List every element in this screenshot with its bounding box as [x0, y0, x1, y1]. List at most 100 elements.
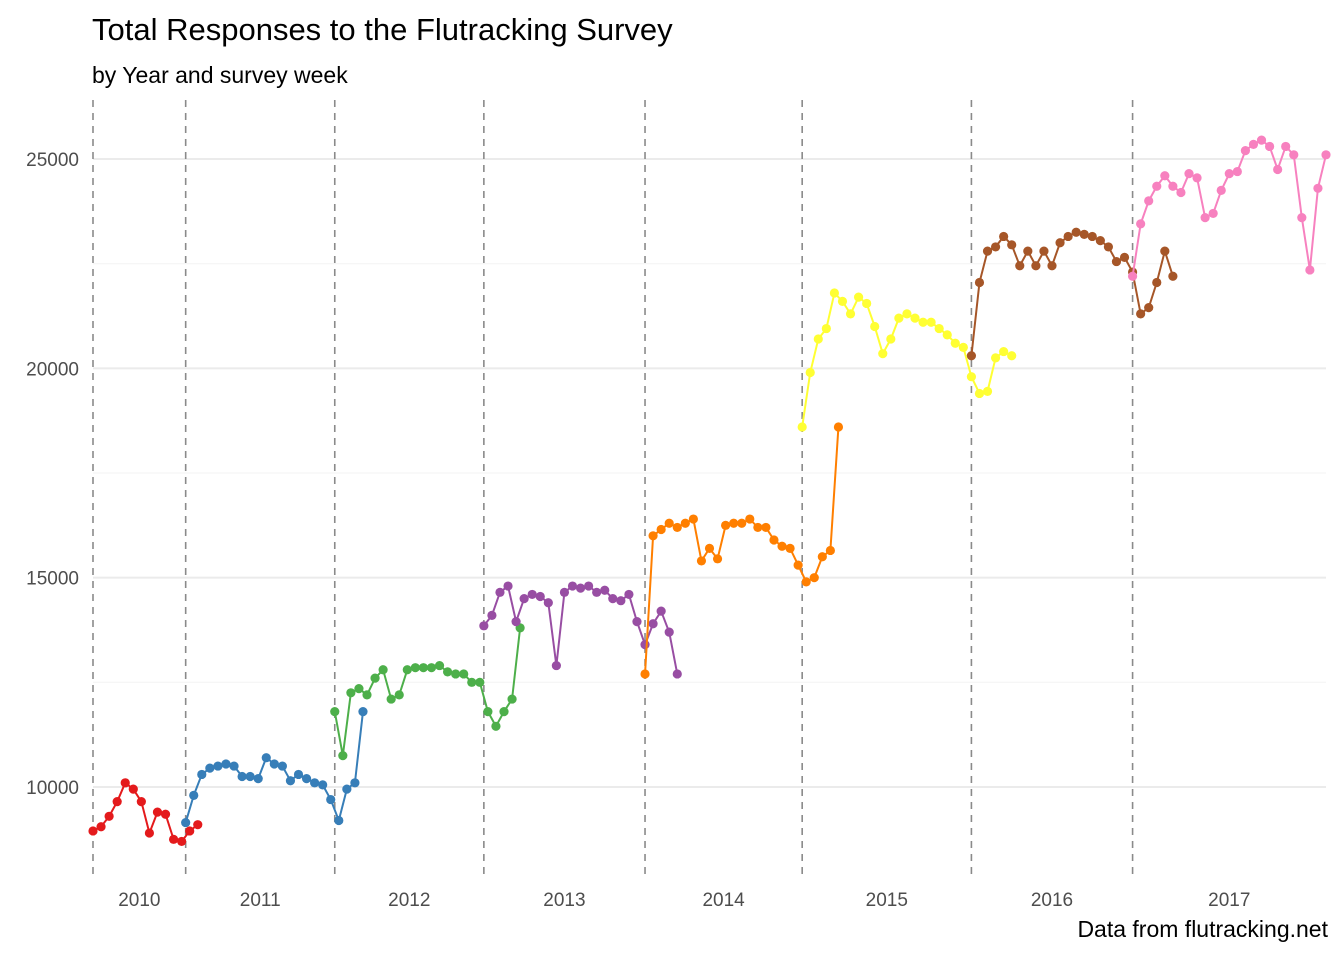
data-point [342, 784, 352, 794]
data-point [559, 587, 570, 597]
data-point [511, 617, 521, 627]
data-point [350, 778, 360, 788]
data-point [358, 707, 368, 717]
data-point [862, 298, 872, 309]
data-point [825, 545, 835, 556]
data-point [253, 774, 263, 784]
data-point [467, 677, 477, 687]
data-point [261, 753, 271, 763]
data-point [1184, 169, 1194, 179]
x-tick-label: 2017 [1208, 890, 1250, 911]
data-point [213, 761, 223, 771]
data-point [301, 774, 312, 784]
data-point [168, 834, 179, 844]
data-point [346, 688, 356, 698]
data-point [712, 554, 723, 564]
data-point [479, 621, 489, 631]
data-point [845, 309, 856, 319]
data-point [769, 535, 779, 545]
data-point [966, 351, 977, 361]
data-point [152, 807, 163, 817]
data-point [1152, 181, 1162, 191]
data-point [966, 372, 977, 382]
data-point [761, 522, 771, 533]
data-point [837, 296, 848, 306]
data-point [362, 690, 372, 700]
data-point [551, 660, 561, 671]
data-point [1216, 185, 1226, 195]
data-point [1127, 271, 1138, 281]
series-line [333, 627, 522, 756]
data-point [451, 669, 461, 679]
x-tick-label: 2012 [388, 890, 430, 911]
x-tick-label: 2015 [866, 890, 908, 911]
data-point [696, 556, 707, 566]
data-point [1192, 173, 1202, 183]
data-point [269, 759, 279, 769]
data-point [688, 514, 698, 524]
data-point [1039, 246, 1049, 256]
data-point [185, 826, 195, 836]
data-point [177, 836, 187, 847]
data-point [721, 520, 731, 530]
data-point [853, 292, 864, 302]
data-point [189, 790, 199, 800]
data-point [193, 820, 203, 830]
data-point [805, 367, 815, 378]
data-point [88, 826, 98, 836]
data-point [1160, 246, 1170, 256]
data-point [128, 784, 138, 794]
y-axis-ticks: 10000 15000 20000 25000 [26, 150, 79, 799]
data-point [1079, 229, 1089, 239]
data-point [656, 524, 666, 535]
series-line [970, 231, 1174, 356]
data-point [330, 707, 340, 717]
data-point [664, 627, 674, 637]
data-point [221, 759, 231, 769]
data-point [584, 581, 594, 591]
series-2016 [966, 227, 1178, 361]
data-point [648, 531, 658, 541]
data-point [205, 763, 215, 773]
data-point [1047, 261, 1057, 271]
data-point [527, 589, 537, 600]
data-point [1168, 271, 1178, 281]
data-point [310, 778, 320, 788]
data-point [999, 346, 1009, 357]
data-point [777, 541, 787, 551]
data-point [942, 330, 952, 340]
data-point [624, 589, 634, 600]
data-point [535, 591, 545, 602]
data-point [990, 353, 1001, 363]
chart-title: Total Responses to the Flutracking Surve… [92, 12, 673, 47]
data-point [974, 388, 985, 399]
data-point [813, 334, 823, 344]
data-point [418, 663, 429, 673]
x-tick-label: 2014 [702, 890, 745, 911]
data-point [632, 617, 642, 627]
data-point [990, 242, 1001, 252]
data-point [982, 246, 993, 256]
data-point [334, 815, 344, 826]
data-point [426, 663, 437, 673]
data-point [793, 560, 803, 570]
data-point [144, 828, 155, 838]
data-point [801, 577, 811, 587]
data-point [1015, 261, 1025, 271]
data-point [1264, 141, 1275, 152]
data-point [338, 751, 348, 761]
x-tick-label: 2016 [1031, 890, 1073, 911]
chart-caption: Data from flutracking.net [1077, 916, 1328, 942]
data-point [378, 665, 388, 675]
data-point [277, 761, 287, 771]
data-point [1087, 231, 1097, 242]
data-point [608, 594, 618, 604]
data-point [797, 422, 807, 432]
data-point [656, 606, 666, 616]
data-point [136, 797, 146, 807]
data-point [1071, 227, 1081, 237]
data-point [704, 543, 715, 553]
data-point [1168, 181, 1178, 191]
data-point [245, 771, 255, 782]
